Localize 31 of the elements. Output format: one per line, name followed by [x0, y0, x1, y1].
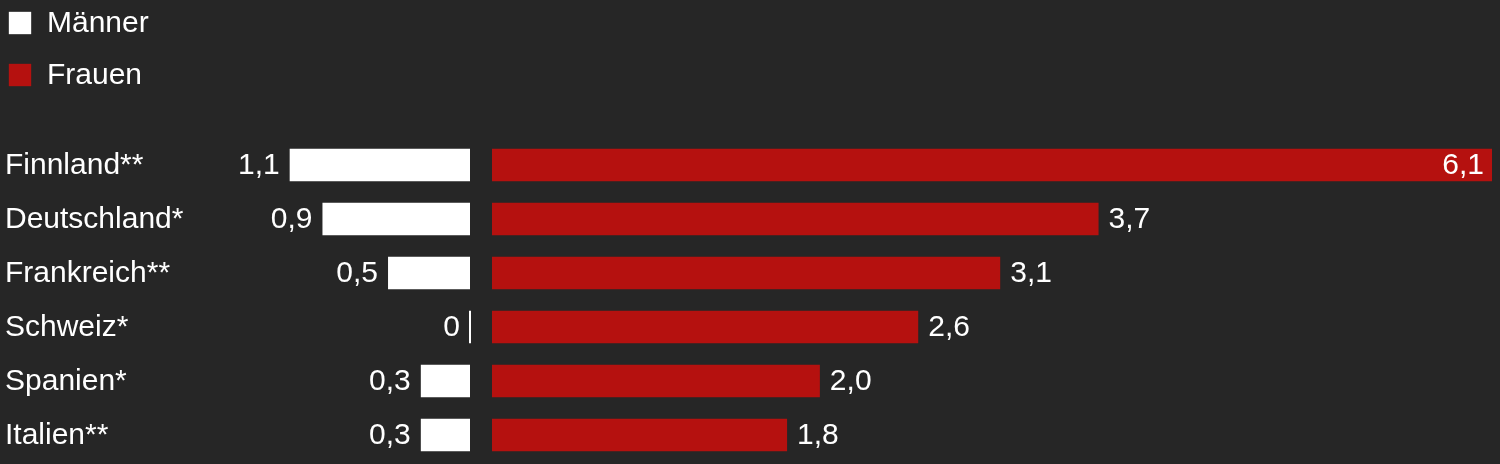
data-label: 0 [443, 309, 460, 342]
data-label: 3,7 [1108, 201, 1151, 234]
data-label: 1,8 [797, 417, 839, 450]
legend-label: Frauen [47, 57, 143, 90]
data-label: 2,6 [928, 309, 970, 342]
y-tick-label: Frankreich** [5, 255, 171, 288]
data-label: 0,5 [336, 255, 379, 288]
bar [420, 418, 470, 452]
bar [289, 148, 470, 182]
bar [322, 202, 470, 236]
bar [492, 418, 788, 452]
bar [492, 256, 1001, 290]
y-tick-label: Deutschland* [5, 201, 184, 234]
legend-label: Männer [47, 5, 149, 38]
y-tick-label: Schweiz* [5, 309, 129, 342]
data-label: 0,3 [369, 417, 411, 450]
data-label: 0,9 [270, 201, 313, 234]
bar [420, 364, 470, 398]
y-tick-label: Spanien* [5, 363, 128, 396]
data-label: 2,0 [829, 363, 872, 396]
data-label: 1,1 [237, 147, 280, 180]
y-tick-label: Finnland** [5, 147, 144, 180]
bar [492, 310, 919, 344]
data-label: 0,3 [369, 363, 411, 396]
bar [492, 148, 1492, 182]
bar [492, 364, 820, 398]
bar [492, 202, 1099, 236]
data-label: 6,1 [1442, 147, 1484, 180]
y-tick-label: Italien** [5, 417, 109, 450]
bar [388, 256, 470, 290]
data-label: 3,1 [1010, 255, 1052, 288]
